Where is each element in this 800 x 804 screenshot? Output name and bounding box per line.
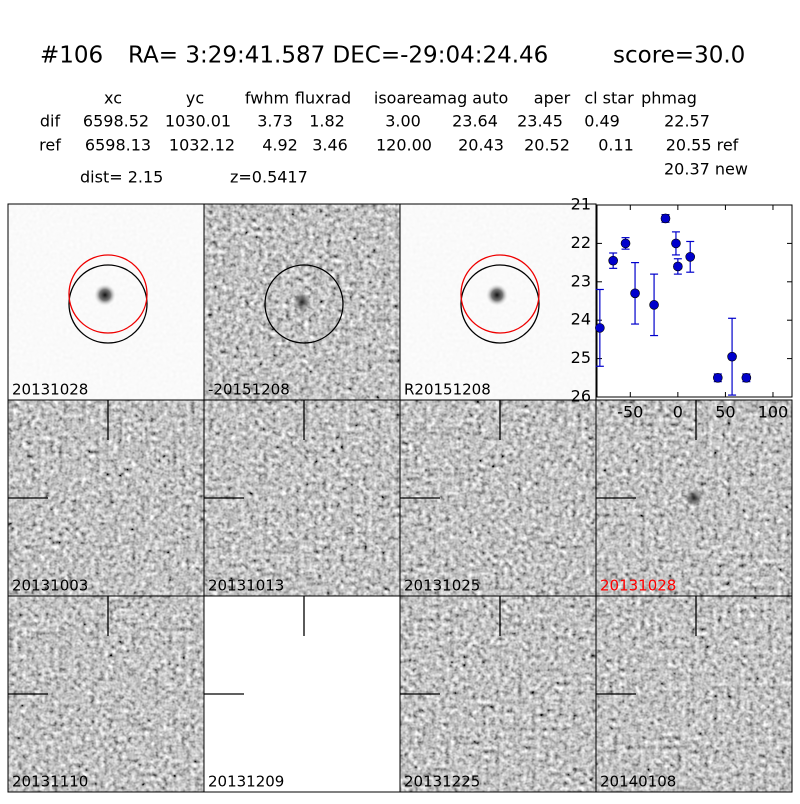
panel-label: R20151208 bbox=[404, 381, 491, 399]
x-tick-label: -50 bbox=[617, 403, 643, 422]
table-cell: 22.57 bbox=[664, 112, 710, 131]
image-panel: 20140108 bbox=[595, 595, 793, 793]
source bbox=[685, 489, 703, 507]
table-cell: 20.43 bbox=[458, 136, 504, 155]
x-tick-label: 50 bbox=[715, 403, 735, 422]
data-point bbox=[630, 288, 640, 299]
source bbox=[293, 293, 311, 311]
table-cell: 20.55 ref bbox=[666, 136, 739, 155]
ref-circle bbox=[460, 264, 540, 344]
image-panel: 20131225 bbox=[399, 595, 597, 793]
column-header: fwhm bbox=[245, 89, 289, 108]
source bbox=[94, 284, 116, 306]
coordinates: RA= 3:29:41.587 DEC=-29:04:24.46 bbox=[128, 43, 548, 69]
data-point bbox=[660, 213, 671, 224]
x-tick-label: 100 bbox=[758, 403, 789, 422]
panel-frame bbox=[595, 595, 793, 793]
column-header: xc bbox=[104, 89, 122, 108]
y-tick-label: 21 bbox=[571, 195, 591, 214]
y-tick-label: 23 bbox=[571, 271, 591, 290]
column-header: yc bbox=[186, 89, 204, 108]
panel-label: 20131028 bbox=[12, 381, 88, 399]
panel-label: -20151208 bbox=[208, 381, 290, 399]
table-cell: 1.82 bbox=[309, 112, 345, 131]
phmag-new: 20.37 new bbox=[664, 160, 748, 179]
data-point bbox=[673, 261, 683, 272]
candidate-id: #106 bbox=[40, 43, 103, 69]
image-panel: 20131209 bbox=[203, 595, 401, 793]
table-cell: 0.11 bbox=[598, 136, 634, 155]
table-cell: 4.92 bbox=[262, 136, 298, 155]
row-label: ref bbox=[39, 136, 61, 155]
panel-label: 20131003 bbox=[12, 577, 88, 595]
image-panel: 20131013 bbox=[203, 399, 401, 597]
image-panel: 20131003 bbox=[7, 399, 205, 597]
data-point bbox=[671, 238, 681, 249]
column-header: fluxrad bbox=[295, 89, 351, 108]
table-cell: 120.00 bbox=[376, 136, 432, 155]
column-header: isoarea bbox=[374, 89, 432, 108]
y-tick-label: 26 bbox=[571, 387, 591, 406]
new-circle bbox=[68, 254, 148, 334]
column-header: phmag bbox=[641, 89, 697, 108]
data-point bbox=[713, 372, 723, 383]
table-cell: 3.46 bbox=[312, 136, 348, 155]
table-cell: 3.73 bbox=[257, 112, 293, 131]
table-cell: 23.64 bbox=[452, 112, 498, 131]
distance: dist= 2.15 bbox=[80, 168, 163, 187]
data-point bbox=[595, 323, 605, 333]
table-cell: 1030.01 bbox=[165, 112, 231, 131]
panel-label: 20131013 bbox=[208, 577, 284, 595]
image-panel: -20151208 bbox=[203, 203, 401, 401]
table-cell: 20.52 bbox=[524, 136, 570, 155]
data-point bbox=[649, 300, 659, 310]
column-header: aper bbox=[534, 89, 571, 108]
data-point bbox=[620, 238, 631, 249]
table-cell: 23.45 bbox=[517, 112, 563, 131]
y-tick-label: 24 bbox=[571, 310, 591, 329]
ref-circle bbox=[68, 264, 148, 344]
data-point bbox=[685, 252, 696, 262]
plot-area bbox=[596, 204, 793, 398]
source bbox=[486, 284, 508, 306]
panel-label: 20131110 bbox=[12, 773, 88, 791]
data-point bbox=[741, 372, 752, 383]
panel-label: 20131209 bbox=[208, 773, 284, 791]
panel-label: 20140108 bbox=[600, 773, 676, 791]
table-cell: 0.49 bbox=[584, 112, 620, 131]
redshift: z=0.5417 bbox=[230, 168, 308, 187]
data-point bbox=[727, 351, 737, 362]
panel-label: 20131028 bbox=[600, 577, 676, 595]
panel-label: 20131025 bbox=[404, 577, 480, 595]
y-tick-label: 25 bbox=[571, 348, 591, 367]
new-circle bbox=[460, 254, 540, 334]
data-point bbox=[608, 255, 618, 266]
score: score=30.0 bbox=[613, 43, 745, 69]
panel-label: 20131225 bbox=[404, 773, 480, 791]
image-panel: R20151208 bbox=[399, 203, 597, 401]
table-cell: 3.00 bbox=[385, 112, 421, 131]
image-panel: 20131025 bbox=[399, 399, 597, 597]
column-header: cl star bbox=[584, 89, 634, 108]
table-cell: 6598.52 bbox=[83, 112, 149, 131]
image-panel: 20131110 bbox=[7, 595, 205, 793]
circle bbox=[264, 264, 344, 344]
table-cell: 6598.13 bbox=[85, 136, 151, 155]
y-tick-label: 22 bbox=[571, 233, 591, 252]
row-label: dif bbox=[40, 112, 61, 131]
image-panel: 20131028 bbox=[595, 399, 793, 597]
x-tick-label: 0 bbox=[673, 403, 683, 422]
image-panel: 20131028 bbox=[7, 203, 205, 401]
column-header: mag auto bbox=[432, 89, 509, 108]
table-cell: 1032.12 bbox=[169, 136, 235, 155]
